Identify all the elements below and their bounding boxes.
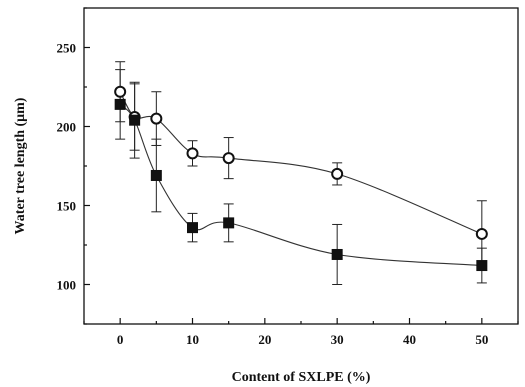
x-tick-label: 50 xyxy=(475,332,488,347)
y-tick-label: 150 xyxy=(57,199,77,214)
series-0-point xyxy=(475,227,488,240)
error-bars xyxy=(115,61,487,285)
series-1-point xyxy=(129,114,141,126)
x-tick-label: 40 xyxy=(403,332,416,347)
series-0-point xyxy=(186,147,199,160)
axis-ticks xyxy=(83,7,519,325)
series-0-point xyxy=(222,152,235,165)
x-tick-label: 20 xyxy=(258,332,271,347)
series-0-point xyxy=(150,112,163,125)
series-1-point xyxy=(187,222,198,234)
series-0-point xyxy=(114,85,127,98)
x-tick-label: 30 xyxy=(331,332,344,347)
x-tick-label: 0 xyxy=(117,332,124,347)
y-tick-label: 250 xyxy=(57,41,77,56)
series-0-curve xyxy=(119,91,483,235)
x-tick-label: 10 xyxy=(186,332,199,347)
series-1-curve xyxy=(119,103,482,267)
y-tick-label: 100 xyxy=(57,278,77,293)
data-markers xyxy=(114,85,488,272)
series-0-point xyxy=(331,167,344,180)
y-axis-title: Water tree length (μm) xyxy=(13,97,28,234)
series-curves xyxy=(119,91,483,267)
series-1-point xyxy=(114,98,126,110)
series-1-point xyxy=(150,169,162,181)
y-tick-label: 200 xyxy=(57,120,77,135)
tick-labels: 0 10 20 30 40 50 100 150 200 250 xyxy=(57,41,489,348)
series-1-point xyxy=(223,217,235,229)
x-axis-title: Content of SXLPE (%) xyxy=(232,370,371,385)
series-1-point xyxy=(331,248,343,260)
series-1-point xyxy=(476,260,488,272)
